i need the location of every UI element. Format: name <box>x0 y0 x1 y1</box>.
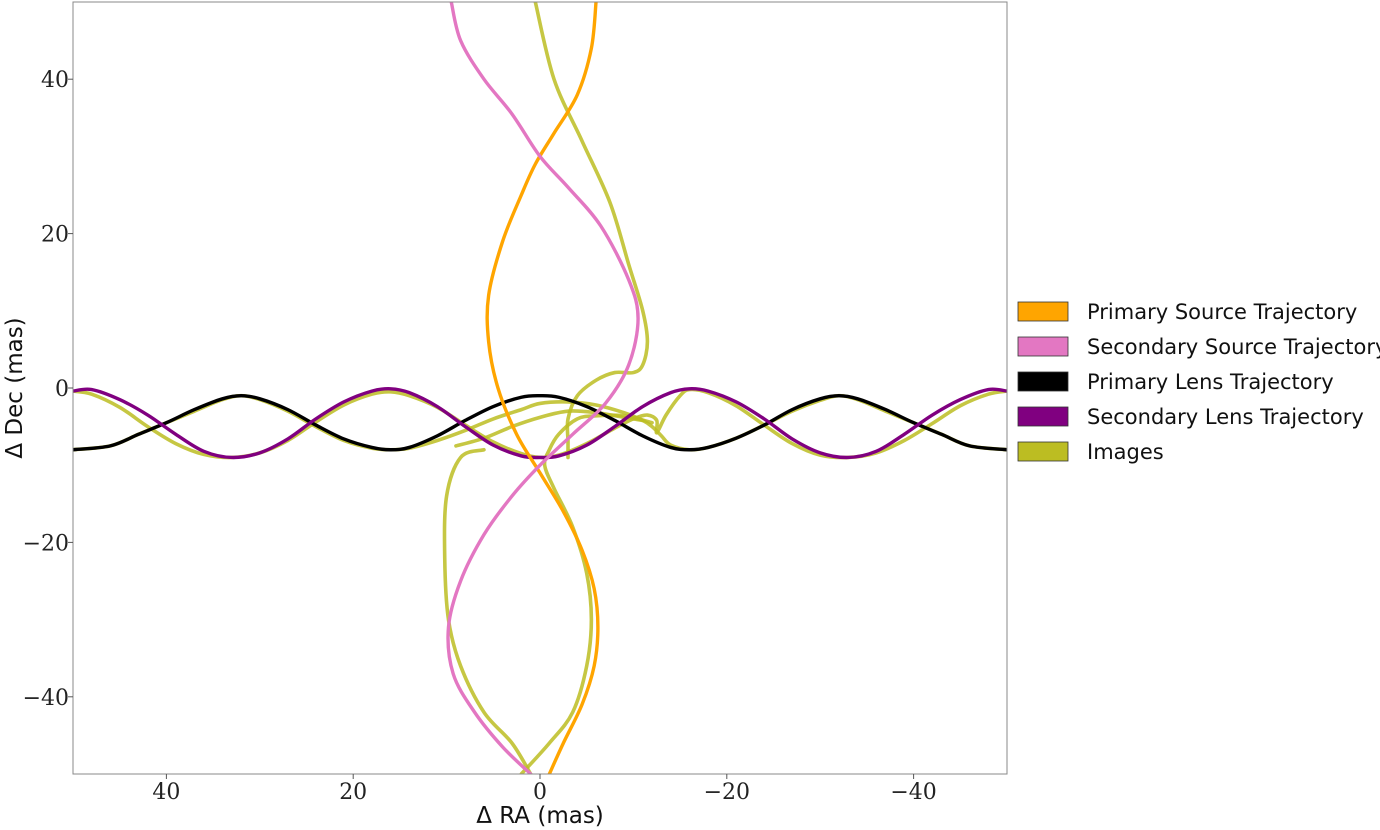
images-line <box>442 447 533 774</box>
plot-frame <box>72 1 1008 775</box>
x-axis-ticks: 40 20 0 −20 −40 <box>152 774 937 805</box>
y-tick-label: 40 <box>41 68 69 93</box>
x-axis-label: Δ RA (mas) <box>476 803 604 829</box>
images-line <box>533 2 650 460</box>
legend-entry: Images <box>1017 440 1164 464</box>
legend-swatch <box>1017 406 1069 427</box>
legend-swatch <box>1017 371 1069 392</box>
legend-entry: Primary Source Trajectory <box>1017 300 1357 324</box>
primary-lens-line <box>73 394 1007 452</box>
legend-label: Images <box>1087 440 1164 464</box>
x-tick-label: −40 <box>890 780 936 805</box>
legend-swatch <box>1017 301 1069 322</box>
x-tick-label: 20 <box>339 780 367 805</box>
y-tick-label: 20 <box>41 223 69 248</box>
y-tick-label: −40 <box>23 686 69 711</box>
legend-label: Primary Lens Trajectory <box>1087 370 1334 394</box>
images-line <box>73 387 1007 460</box>
series-primary-source <box>485 2 600 774</box>
y-axis-ticks: 40 20 0 −20 −40 <box>23 68 73 711</box>
secondary-lens-line <box>73 387 1007 460</box>
series-primary-lens <box>73 394 1007 452</box>
series-secondary-lens <box>73 387 1007 460</box>
x-tick-label: −20 <box>704 780 750 805</box>
legend-label: Secondary Source Trajectory <box>1087 335 1380 359</box>
legend-entry: Secondary Lens Trajectory <box>1017 405 1364 429</box>
y-axis-label: Δ Dec (mas) <box>2 317 28 458</box>
series-secondary-source <box>446 2 640 774</box>
legend-label: Secondary Lens Trajectory <box>1087 405 1364 429</box>
secondary-source-line <box>446 2 640 774</box>
legend-swatch <box>1017 441 1069 462</box>
legend-swatch <box>1017 336 1069 357</box>
images-line <box>519 413 654 774</box>
legend-label: Primary Source Trajectory <box>1087 300 1357 324</box>
y-tick-label: −20 <box>23 531 69 556</box>
series-layer <box>73 2 1007 774</box>
x-tick-label: 0 <box>533 780 547 805</box>
primary-source-line <box>485 2 600 774</box>
legend-entry: Primary Lens Trajectory <box>1017 370 1334 394</box>
series-images <box>73 2 1007 774</box>
legend-entry: Secondary Source Trajectory <box>1017 335 1380 359</box>
x-tick-label: 40 <box>152 780 180 805</box>
y-tick-label: 0 <box>55 377 69 402</box>
legend: Primary Source Trajectory Secondary Sourc… <box>1017 300 1380 464</box>
